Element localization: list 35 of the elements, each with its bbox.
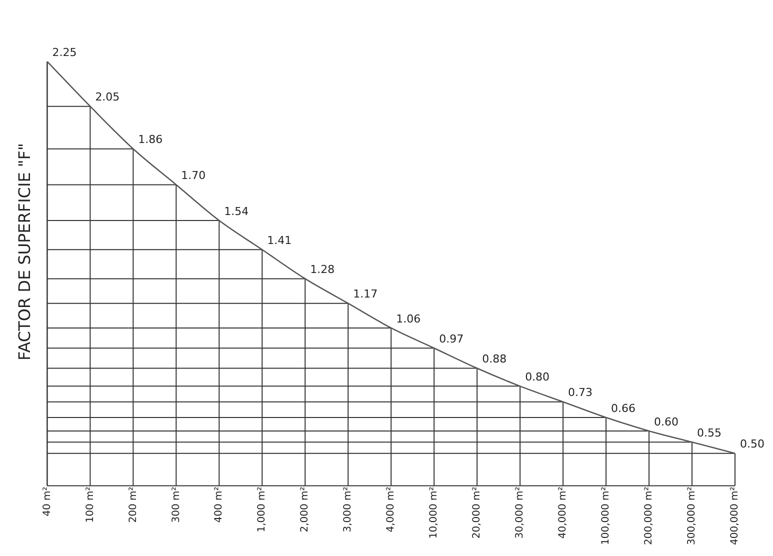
data-label: 0.97 bbox=[439, 332, 464, 346]
x-tick-label: 100 m² bbox=[84, 486, 96, 523]
data-label: 2.25 bbox=[52, 46, 77, 59]
x-tick-label: 3,000 m² bbox=[342, 486, 354, 532]
x-tick-label: 100,000 m² bbox=[600, 486, 612, 545]
x-tick-label: 2,000 m² bbox=[300, 486, 311, 532]
data-label: 1.06 bbox=[396, 312, 421, 326]
x-tick-label: 40 m² bbox=[42, 486, 53, 516]
data-label: 0.80 bbox=[525, 370, 550, 384]
data-label: 1.54 bbox=[224, 204, 249, 218]
x-tick-label: 400 m² bbox=[214, 486, 225, 523]
data-label: 0.55 bbox=[697, 426, 722, 440]
data-label: 0.88 bbox=[482, 352, 507, 366]
x-tick-label: 400,000 m² bbox=[730, 486, 741, 545]
data-label: 0.50 bbox=[740, 438, 764, 451]
data-label: 0.60 bbox=[654, 415, 679, 428]
x-tick-label: 10,000 m² bbox=[428, 486, 440, 539]
data-label: 1.86 bbox=[138, 133, 163, 146]
x-tick-label: 1,000 m² bbox=[256, 486, 268, 532]
x-tick-label: 20,000 m² bbox=[472, 486, 483, 539]
x-tick-label: 200 m² bbox=[128, 486, 139, 523]
data-label: 1.70 bbox=[181, 169, 206, 182]
x-tick-label: 4,000 m² bbox=[386, 486, 397, 532]
data-label: 0.66 bbox=[611, 402, 636, 415]
y-axis-title: FACTOR DE SUPERFICIE "F" bbox=[14, 143, 34, 361]
data-label: 0.73 bbox=[568, 386, 593, 400]
x-tick-label: 300,000 m² bbox=[686, 486, 698, 545]
data-label: 1.17 bbox=[353, 288, 378, 301]
x-tick-label: 200,000 m² bbox=[644, 486, 655, 545]
x-tick-label: 300 m² bbox=[170, 486, 182, 523]
x-tick-label: 30,000 m² bbox=[514, 486, 526, 539]
data-label: 1.28 bbox=[310, 263, 335, 276]
data-label: 1.41 bbox=[267, 234, 292, 247]
data-label: 2.05 bbox=[95, 90, 120, 104]
x-tick-label: 40,000 m² bbox=[558, 486, 569, 539]
